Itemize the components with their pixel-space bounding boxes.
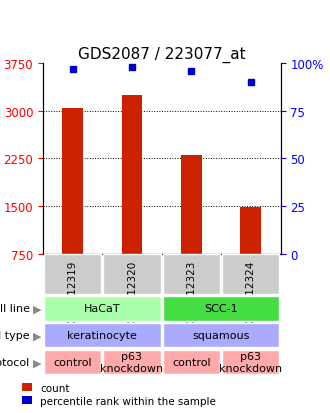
FancyBboxPatch shape [222, 255, 279, 294]
FancyBboxPatch shape [163, 350, 220, 375]
FancyBboxPatch shape [222, 350, 279, 375]
Text: control: control [172, 357, 211, 368]
FancyBboxPatch shape [163, 255, 220, 294]
FancyBboxPatch shape [44, 350, 101, 375]
Title: GDS2087 / 223077_at: GDS2087 / 223077_at [78, 47, 246, 63]
Text: HaCaT: HaCaT [84, 304, 120, 314]
Text: SCC-1: SCC-1 [204, 304, 238, 314]
Bar [240, 208, 261, 254]
FancyBboxPatch shape [44, 323, 160, 348]
FancyBboxPatch shape [44, 255, 101, 294]
Text: protocol: protocol [0, 357, 30, 368]
Text: p63
knockdown: p63 knockdown [100, 351, 164, 373]
Text: GSM112324: GSM112324 [246, 260, 256, 323]
FancyBboxPatch shape [104, 350, 160, 375]
FancyBboxPatch shape [163, 323, 279, 348]
Text: ▶: ▶ [33, 357, 41, 368]
Text: keratinocyte: keratinocyte [67, 330, 137, 341]
Text: cell type: cell type [0, 330, 30, 341]
Bar [121, 96, 142, 254]
Text: GSM112323: GSM112323 [186, 260, 196, 323]
FancyBboxPatch shape [104, 255, 160, 294]
Bar [181, 156, 202, 254]
Text: GSM112320: GSM112320 [127, 260, 137, 323]
Text: ▶: ▶ [33, 330, 41, 341]
Text: p63
knockdown: p63 knockdown [219, 351, 282, 373]
Text: squamous: squamous [192, 330, 250, 341]
FancyBboxPatch shape [163, 297, 279, 321]
FancyBboxPatch shape [44, 297, 160, 321]
Legend: count, percentile rank within the sample: count, percentile rank within the sample [22, 383, 216, 406]
Bar [62, 108, 83, 254]
Text: cell line: cell line [0, 304, 30, 314]
Text: GSM112319: GSM112319 [68, 260, 78, 323]
Text: control: control [53, 357, 92, 368]
Text: ▶: ▶ [33, 304, 41, 314]
